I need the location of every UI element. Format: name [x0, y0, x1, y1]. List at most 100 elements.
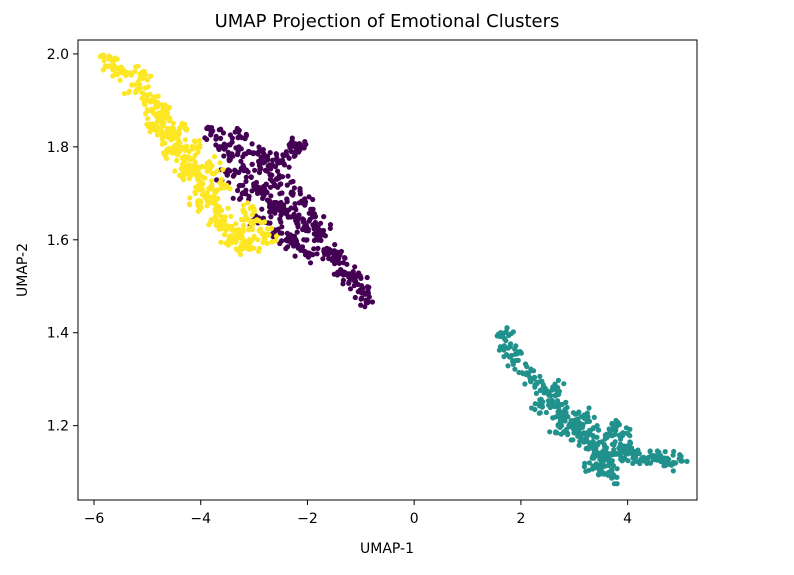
scatter-point-fill: [501, 354, 507, 360]
scatter-point-fill: [583, 468, 589, 474]
scatter-point-fill: [192, 139, 198, 145]
scatter-point-fill: [204, 190, 210, 196]
scatter-point-fill: [287, 145, 293, 151]
scatter-point-fill: [563, 410, 569, 416]
scatter-point-fill: [179, 161, 185, 167]
scatter-point-fill: [561, 381, 567, 387]
scatter-point-fill: [586, 446, 592, 452]
scatter-point-fill: [234, 152, 241, 158]
scatter-point-fill: [254, 217, 260, 223]
scatter-point-fill: [218, 226, 224, 232]
scatter-point-fill: [241, 209, 247, 215]
scatter-point-fill: [197, 137, 203, 144]
scatter-point-fill: [347, 286, 354, 292]
scatter-point-fill: [362, 304, 368, 310]
scatter-point-fill: [133, 88, 139, 94]
scatter-point-fill: [551, 403, 557, 409]
scatter-point-fill: [602, 471, 609, 477]
scatter-point-fill: [292, 205, 298, 211]
y-tick-label: 1.8: [47, 140, 69, 156]
scatter-point-fill: [193, 165, 199, 171]
scatter-point-fill: [241, 241, 247, 247]
scatter-point-fill: [209, 170, 215, 177]
scatter-point-fill: [182, 121, 188, 127]
scatter-point-fill: [300, 219, 306, 225]
plot-area: [77, 39, 698, 501]
scatter-point-fill: [233, 246, 239, 252]
y-tick-label: 1.4: [47, 326, 69, 342]
scatter-point-fill: [590, 426, 596, 432]
scatter-point-fill: [647, 448, 653, 455]
scatter-point-fill: [537, 397, 543, 403]
scatter-point-fill: [220, 130, 226, 136]
scatter-point-fill: [235, 134, 241, 141]
scatter-point-fill: [224, 172, 230, 178]
scatter-point-fill: [358, 302, 364, 308]
scatter-point-fill: [259, 206, 265, 212]
scatter-point-fill: [278, 212, 284, 218]
scatter-point-fill: [529, 405, 535, 411]
scatter-point-fill: [200, 181, 206, 187]
scatter-point-fill: [147, 129, 153, 135]
scatter-point-fill: [283, 149, 289, 155]
scatter-point-fill: [149, 108, 155, 114]
scatter-point-fill: [168, 137, 174, 143]
scatter-point-fill: [209, 182, 215, 188]
scatter-point-fill: [268, 214, 274, 220]
scatter-point-fill: [580, 421, 586, 428]
scatter-point-fill: [609, 433, 615, 439]
scatter-point-fill: [235, 187, 241, 194]
scatter-point-fill: [117, 77, 123, 83]
chart-title: UMAP Projection of Emotional Clusters: [215, 11, 560, 32]
scatter-point-fill: [610, 474, 616, 480]
x-axis: −6 −4 −2 0 2 4: [84, 500, 632, 527]
scatter-point-fill: [138, 75, 144, 82]
scatter-point-fill: [128, 70, 134, 76]
scatter-point-fill: [111, 56, 117, 63]
scatter-point-fill: [532, 401, 538, 407]
scatter-point-fill: [670, 452, 676, 458]
scatter-point-fill: [215, 195, 221, 202]
x-tick-label: 0: [410, 511, 419, 527]
scatter-point-fill: [261, 219, 268, 225]
scatter-point-fill: [318, 220, 324, 226]
scatter-point-fill: [240, 227, 246, 233]
scatter-point-fill: [614, 481, 620, 487]
scatter-point-fill: [269, 178, 275, 184]
scatter-point-fill: [616, 445, 622, 451]
scatter-point-fill: [256, 245, 263, 251]
scatter-point-fill: [306, 194, 312, 200]
scatter-point-fill: [268, 193, 274, 199]
scatter-point-fill: [288, 214, 294, 220]
scatter-point-fill: [202, 135, 208, 141]
scatter-point-fill: [501, 335, 507, 341]
scatter-point-fill: [296, 212, 302, 218]
scatter-point-fill: [243, 133, 249, 139]
scatter-point-fill: [249, 237, 255, 243]
scatter-point-fill: [625, 458, 631, 464]
scatter-point-fill: [286, 207, 292, 213]
scatter-point-fill: [292, 253, 298, 259]
scatter-point-fill: [195, 182, 202, 188]
scatter-point-fill: [235, 129, 242, 135]
scatter-point-fill: [315, 237, 321, 243]
scatter-point-fill: [612, 439, 618, 445]
scatter-point-fill: [184, 143, 190, 149]
scatter-point-fill: [507, 354, 513, 360]
scatter-point-fill: [227, 186, 233, 192]
scatter-point-fill: [289, 135, 295, 141]
scatter-point-fill: [206, 185, 212, 191]
scatter-point-fill: [594, 423, 600, 429]
scatter-point-fill: [241, 222, 247, 228]
scatter-point-fill: [677, 452, 683, 458]
scatter-point-fill: [302, 249, 308, 255]
scatter-point-fill: [230, 173, 236, 179]
scatter-point-fill: [661, 458, 667, 464]
scatter-point-fill: [301, 237, 307, 243]
scatter-point-fill: [247, 206, 254, 212]
scatter-point-fill: [257, 226, 263, 232]
y-tick-label: 1.6: [47, 233, 69, 249]
scatter-point-fill: [512, 366, 518, 372]
scatter-point-fill: [180, 166, 186, 172]
